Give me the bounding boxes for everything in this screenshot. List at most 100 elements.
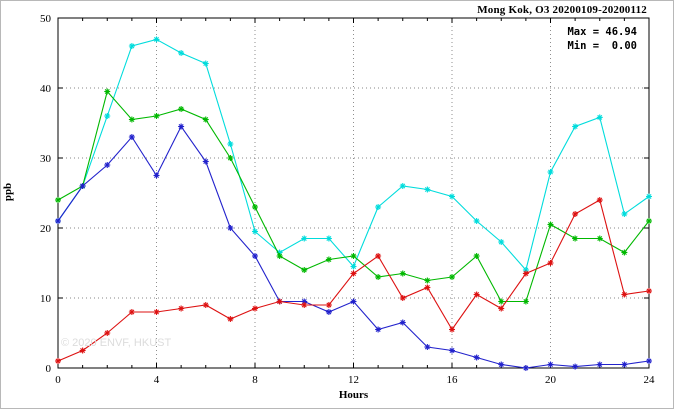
marker-asterisk bbox=[522, 365, 529, 371]
marker-asterisk bbox=[128, 134, 135, 140]
marker-asterisk bbox=[375, 274, 382, 280]
min-annotation: Min = 0.00 bbox=[567, 40, 637, 53]
marker-asterisk bbox=[128, 43, 135, 49]
marker-asterisk bbox=[153, 172, 160, 179]
marker-asterisk bbox=[375, 326, 382, 333]
marker-asterisk bbox=[104, 162, 111, 168]
marker-asterisk bbox=[325, 302, 332, 308]
marker-asterisk bbox=[104, 88, 111, 95]
marker-asterisk bbox=[424, 284, 431, 291]
marker-asterisk bbox=[572, 235, 579, 242]
marker-asterisk bbox=[572, 363, 579, 370]
marker-asterisk bbox=[646, 218, 652, 224]
y-tick-label: 50 bbox=[40, 13, 52, 25]
marker-asterisk bbox=[227, 316, 234, 322]
marker-asterisk bbox=[424, 186, 431, 193]
marker-asterisk bbox=[621, 211, 628, 217]
marker-asterisk bbox=[325, 235, 332, 242]
marker-asterisk bbox=[498, 305, 505, 312]
marker-asterisk bbox=[55, 358, 61, 364]
marker-asterisk bbox=[252, 228, 258, 235]
chart-title: Mong Kok, O3 20200109-20200112 bbox=[477, 4, 647, 16]
series-red bbox=[55, 197, 652, 364]
marker-asterisk bbox=[55, 218, 61, 224]
marker-asterisk bbox=[79, 183, 86, 189]
marker-asterisk bbox=[596, 114, 603, 121]
marker-asterisk bbox=[350, 253, 357, 259]
watermark: © 2020 ENVF, HKUST bbox=[61, 337, 172, 349]
marker-asterisk bbox=[399, 295, 406, 301]
x-tick-label: 12 bbox=[348, 374, 359, 386]
marker-asterisk bbox=[375, 253, 382, 259]
x-tick-label: 8 bbox=[252, 374, 258, 386]
marker-asterisk bbox=[252, 305, 258, 312]
marker-asterisk bbox=[646, 288, 652, 294]
marker-asterisk bbox=[178, 305, 185, 312]
marker-asterisk bbox=[350, 270, 357, 277]
marker-asterisk bbox=[375, 204, 382, 210]
marker-asterisk bbox=[301, 235, 308, 242]
marker-asterisk bbox=[178, 106, 185, 112]
marker-asterisk bbox=[547, 260, 554, 266]
y-tick-label: 30 bbox=[40, 153, 52, 165]
marker-asterisk bbox=[301, 302, 308, 308]
marker-asterisk bbox=[473, 253, 480, 259]
marker-asterisk bbox=[350, 298, 357, 305]
marker-asterisk bbox=[646, 193, 652, 200]
max-min-annotation: Max = 46.94 Min = 0.00 bbox=[567, 25, 637, 53]
marker-asterisk bbox=[449, 347, 455, 354]
marker-asterisk bbox=[178, 50, 185, 56]
x-tick-label: 16 bbox=[447, 374, 459, 386]
y-tick-label: 40 bbox=[40, 83, 52, 95]
series-blue bbox=[55, 123, 652, 371]
marker-asterisk bbox=[252, 204, 258, 210]
marker-asterisk bbox=[153, 309, 160, 315]
marker-asterisk bbox=[522, 270, 529, 277]
marker-asterisk bbox=[128, 309, 135, 315]
marker-asterisk bbox=[522, 298, 529, 305]
marker-asterisk bbox=[153, 36, 160, 43]
marker-asterisk bbox=[572, 123, 579, 130]
marker-asterisk bbox=[325, 256, 332, 263]
marker-asterisk bbox=[202, 60, 209, 67]
max-annotation: Max = 46.94 bbox=[567, 26, 637, 38]
marker-asterisk bbox=[424, 344, 431, 350]
marker-asterisk bbox=[79, 347, 86, 354]
marker-asterisk bbox=[227, 141, 234, 147]
marker-asterisk bbox=[104, 330, 111, 336]
marker-asterisk bbox=[449, 326, 455, 333]
marker-asterisk bbox=[498, 361, 505, 368]
marker-asterisk bbox=[646, 358, 652, 364]
marker-asterisk bbox=[276, 253, 283, 259]
marker-asterisk bbox=[547, 169, 554, 175]
x-tick-label: 0 bbox=[55, 374, 61, 386]
marker-asterisk bbox=[227, 225, 234, 231]
marker-asterisk bbox=[399, 270, 406, 277]
marker-asterisk bbox=[276, 298, 283, 305]
marker-asterisk bbox=[498, 239, 505, 245]
marker-asterisk bbox=[350, 263, 357, 270]
marker-asterisk bbox=[498, 298, 505, 305]
x-tick-label: 24 bbox=[644, 374, 656, 386]
marker-asterisk bbox=[621, 291, 628, 298]
marker-asterisk bbox=[473, 291, 480, 298]
y-tick-label: 20 bbox=[40, 223, 52, 235]
marker-asterisk bbox=[449, 193, 455, 200]
marker-asterisk bbox=[202, 158, 209, 165]
marker-asterisk bbox=[128, 116, 135, 123]
x-axis-label: Hours bbox=[338, 389, 369, 401]
x-tick-label: 20 bbox=[545, 374, 557, 386]
marker-asterisk bbox=[596, 197, 603, 203]
marker-asterisk bbox=[399, 319, 406, 326]
y-tick-label: 0 bbox=[46, 363, 52, 375]
marker-asterisk bbox=[55, 197, 61, 203]
marker-asterisk bbox=[202, 302, 209, 308]
marker-asterisk bbox=[399, 183, 406, 189]
marker-asterisk bbox=[227, 155, 234, 161]
marker-asterisk bbox=[572, 211, 579, 217]
marker-asterisk bbox=[104, 113, 111, 119]
marker-asterisk bbox=[621, 249, 628, 256]
marker-asterisk bbox=[153, 113, 160, 119]
